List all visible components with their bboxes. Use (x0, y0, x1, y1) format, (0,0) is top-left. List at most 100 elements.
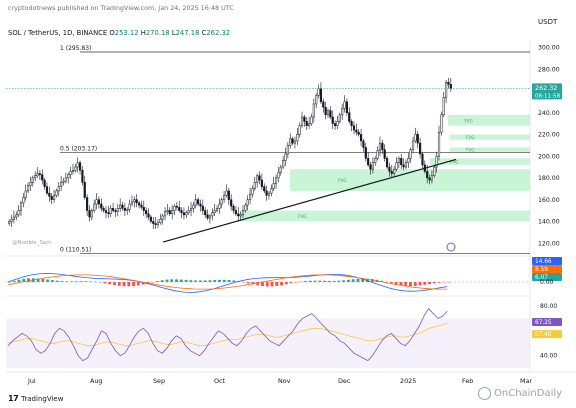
candle-body (345, 101, 348, 113)
macd-histogram-bar (418, 282, 422, 286)
candle-body (67, 174, 70, 179)
macd-histogram-bar (208, 280, 212, 282)
macd-histogram-bar (184, 279, 188, 282)
candle-body (267, 192, 271, 196)
candle-body (326, 110, 330, 116)
candle-body (223, 195, 226, 200)
macd-histogram-bar (27, 278, 30, 282)
last-price-label: 262.32 (535, 84, 557, 92)
candle-body (319, 88, 323, 103)
candle-body (248, 193, 252, 200)
candle-body (381, 142, 384, 150)
candle-body (334, 123, 337, 126)
candle-body (100, 203, 103, 209)
ohlc-open-label: O (109, 29, 115, 37)
macd-histogram-bar (280, 282, 283, 286)
candle-body (411, 140, 415, 150)
candle-body (50, 196, 53, 200)
candle-body (369, 164, 372, 170)
candle-body (104, 210, 108, 213)
candle-body (34, 175, 37, 179)
macd-histogram-bar (413, 282, 417, 286)
fvg-label: FVG (464, 118, 473, 123)
rsi-tick-label: 40.00 (540, 353, 557, 360)
candle-body (390, 171, 393, 174)
candle-body (282, 160, 285, 168)
watermark: OnChainDaily (478, 387, 562, 400)
candle-body (69, 171, 72, 175)
macd-histogram-bar (55, 280, 59, 282)
macd-histogram-bar (332, 280, 336, 282)
candle-body (442, 97, 445, 116)
candle-body (137, 202, 141, 206)
candle-body (343, 101, 346, 109)
macd-histogram-bar (428, 282, 431, 285)
macd-value-tag (532, 257, 562, 265)
candle-body (232, 205, 235, 211)
candle-body (102, 208, 105, 211)
ohlc-low-label: L (171, 29, 176, 37)
macd-histogram-bar (113, 282, 116, 286)
candle-body (449, 84, 452, 89)
macd-histogram-bar (327, 280, 331, 282)
candle-body (218, 203, 221, 209)
candle-body (62, 180, 65, 183)
macd-histogram-bar (22, 278, 26, 282)
macd-histogram-bar (127, 282, 131, 287)
candle-body (395, 162, 398, 170)
fib-level-label: 1 (295.83) (60, 45, 91, 52)
macd-histogram-bar (213, 280, 217, 282)
macd-histogram-bar (50, 280, 54, 282)
macd-histogram-bar (170, 279, 174, 282)
tradingview-logo[interactable]: 17 TradingView (8, 394, 63, 403)
macd-histogram-bar (356, 278, 360, 282)
macd-histogram-bar (165, 279, 169, 282)
ascending-trendline (162, 158, 457, 243)
signal-line (7, 274, 448, 290)
candle-body (142, 207, 145, 211)
macd-histogram-bar (8, 282, 11, 283)
candle-body (107, 212, 110, 215)
macd-histogram-bar (304, 281, 307, 282)
macd-histogram-bar (194, 280, 198, 282)
candle-body (310, 116, 313, 124)
currency-label[interactable]: USDT (538, 18, 558, 26)
candle-body (421, 153, 424, 166)
candle-body (130, 201, 134, 205)
candle-body (140, 204, 143, 208)
macd-histogram-bar (346, 279, 350, 282)
fvg-label: FVG (466, 135, 475, 140)
macd-histogram-bar (337, 280, 341, 282)
candle-body (116, 208, 119, 212)
candle-body (414, 134, 417, 142)
macd-line (7, 273, 448, 293)
candle-body (428, 177, 431, 181)
candle-body (225, 190, 228, 196)
candle-body (270, 188, 273, 194)
time-axis-label: Aug (90, 377, 102, 385)
candle-body (90, 210, 93, 218)
candle-body (362, 140, 365, 148)
candle-body (385, 158, 389, 168)
fvg-zone (430, 158, 530, 165)
candle-body (119, 204, 122, 209)
candle-body (145, 210, 148, 215)
time-axis-label: Sep (153, 377, 165, 385)
candle-body (31, 177, 34, 183)
candle-body (303, 116, 306, 122)
macd-histogram-bar (36, 278, 40, 282)
symbol-name[interactable]: SOL / TetherUS, 1D, BINANCE (8, 29, 108, 37)
publisher-line: cryptodotnews published on TradingView.c… (8, 4, 234, 12)
candle-body (182, 212, 186, 216)
candle-body (416, 134, 419, 144)
candle-body (300, 116, 304, 126)
candle-body (237, 213, 240, 217)
candle-body (239, 214, 242, 217)
macd-histogram-bar (108, 282, 112, 285)
candle-body (378, 142, 382, 151)
tradingview-icon: 17 (8, 394, 19, 403)
macd-value-tag (532, 273, 562, 281)
candle-body (10, 218, 13, 222)
rsi-ma-line (7, 323, 448, 347)
